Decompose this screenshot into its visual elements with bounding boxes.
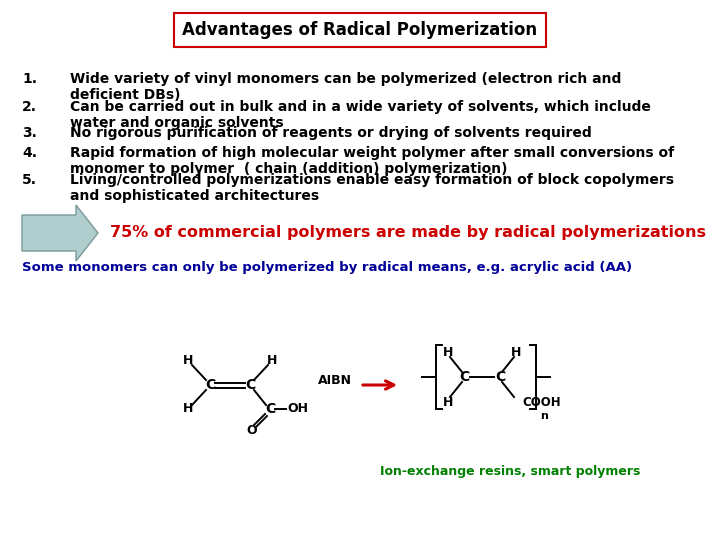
Text: monomer to polymer  ( chain (addition) polymerization): monomer to polymer ( chain (addition) po… bbox=[70, 162, 508, 176]
Polygon shape bbox=[22, 205, 98, 261]
Text: COOH: COOH bbox=[522, 396, 561, 409]
Text: 5.: 5. bbox=[22, 173, 37, 187]
Text: water and organic solvents: water and organic solvents bbox=[70, 116, 284, 130]
Text: C: C bbox=[205, 378, 215, 392]
Text: C: C bbox=[245, 378, 255, 392]
Text: 4.: 4. bbox=[22, 146, 37, 160]
Text: C: C bbox=[265, 402, 275, 416]
Text: OH: OH bbox=[287, 402, 308, 415]
Text: Can be carried out in bulk and in a wide variety of solvents, which include: Can be carried out in bulk and in a wide… bbox=[70, 100, 651, 114]
Text: and sophisticated architectures: and sophisticated architectures bbox=[70, 189, 319, 203]
Text: H: H bbox=[510, 346, 521, 359]
Text: n: n bbox=[540, 411, 548, 421]
Text: H: H bbox=[443, 346, 453, 359]
Text: H: H bbox=[183, 354, 193, 368]
Text: 3.: 3. bbox=[22, 126, 37, 140]
Text: Rapid formation of high molecular weight polymer after small conversions of: Rapid formation of high molecular weight… bbox=[70, 146, 674, 160]
Text: H: H bbox=[267, 354, 277, 368]
Text: 1.: 1. bbox=[22, 72, 37, 86]
Text: C: C bbox=[459, 370, 469, 384]
Text: O: O bbox=[247, 424, 257, 437]
Text: Advantages of Radical Polymerization: Advantages of Radical Polymerization bbox=[182, 21, 538, 39]
Text: H: H bbox=[443, 395, 453, 408]
Text: deficient DBs): deficient DBs) bbox=[70, 88, 181, 102]
Text: Living/controlled polymerizations enable easy formation of block copolymers: Living/controlled polymerizations enable… bbox=[70, 173, 674, 187]
Text: Wide variety of vinyl monomers can be polymerized (electron rich and: Wide variety of vinyl monomers can be po… bbox=[70, 72, 621, 86]
Text: 75% of commercial polymers are made by radical polymerizations: 75% of commercial polymers are made by r… bbox=[110, 226, 706, 240]
Text: Some monomers can only be polymerized by radical means, e.g. acrylic acid (AA): Some monomers can only be polymerized by… bbox=[22, 261, 632, 274]
Text: H: H bbox=[183, 402, 193, 415]
Text: Ion-exchange resins, smart polymers: Ion-exchange resins, smart polymers bbox=[380, 465, 640, 478]
Text: C: C bbox=[495, 370, 505, 384]
Text: 2.: 2. bbox=[22, 100, 37, 114]
Text: No rigorous purification of reagents or drying of solvents required: No rigorous purification of reagents or … bbox=[70, 126, 592, 140]
Text: AIBN: AIBN bbox=[318, 374, 352, 387]
